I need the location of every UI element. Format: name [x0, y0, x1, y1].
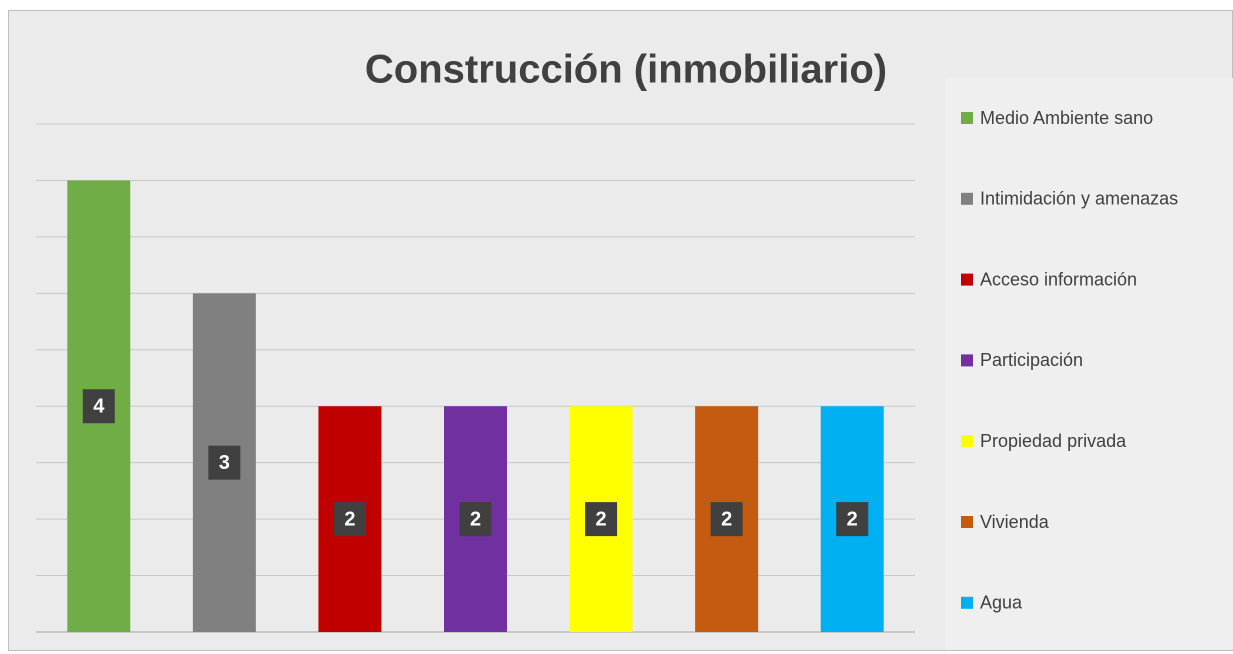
data-label: 2 [596, 508, 607, 530]
chart-title: Construcción (inmobiliario) [365, 48, 887, 92]
data-label-box [585, 502, 618, 537]
data-label-box [333, 502, 366, 537]
legend-swatch [961, 516, 973, 528]
legend-label: Acceso información [980, 269, 1137, 289]
legend-swatch [961, 273, 973, 286]
legend-label: Agua [980, 593, 1023, 613]
legend-label: Vivienda [980, 512, 1050, 532]
data-label-box [459, 502, 492, 537]
data-label-box [710, 502, 743, 537]
legend-swatch [961, 354, 973, 367]
data-label-box [208, 445, 241, 480]
legend-background [945, 78, 1233, 650]
legend-swatch [961, 596, 973, 609]
legend-label: Intimidación y amenazas [980, 189, 1178, 209]
data-label: 2 [344, 508, 355, 530]
legend-label: Participación [980, 350, 1083, 370]
data-label: 2 [470, 508, 481, 530]
data-label: 4 [93, 396, 105, 418]
legend-swatch [961, 112, 973, 124]
legend-swatch [961, 435, 973, 448]
legend-label: Propiedad privada [980, 431, 1127, 451]
data-label-box [836, 502, 869, 537]
legend-swatch [961, 192, 973, 205]
data-label: 3 [219, 452, 230, 474]
legend-label: Medio Ambiente sano [980, 108, 1153, 128]
data-label: 2 [721, 508, 732, 530]
data-label-box [82, 389, 115, 424]
data-label: 2 [847, 508, 858, 530]
